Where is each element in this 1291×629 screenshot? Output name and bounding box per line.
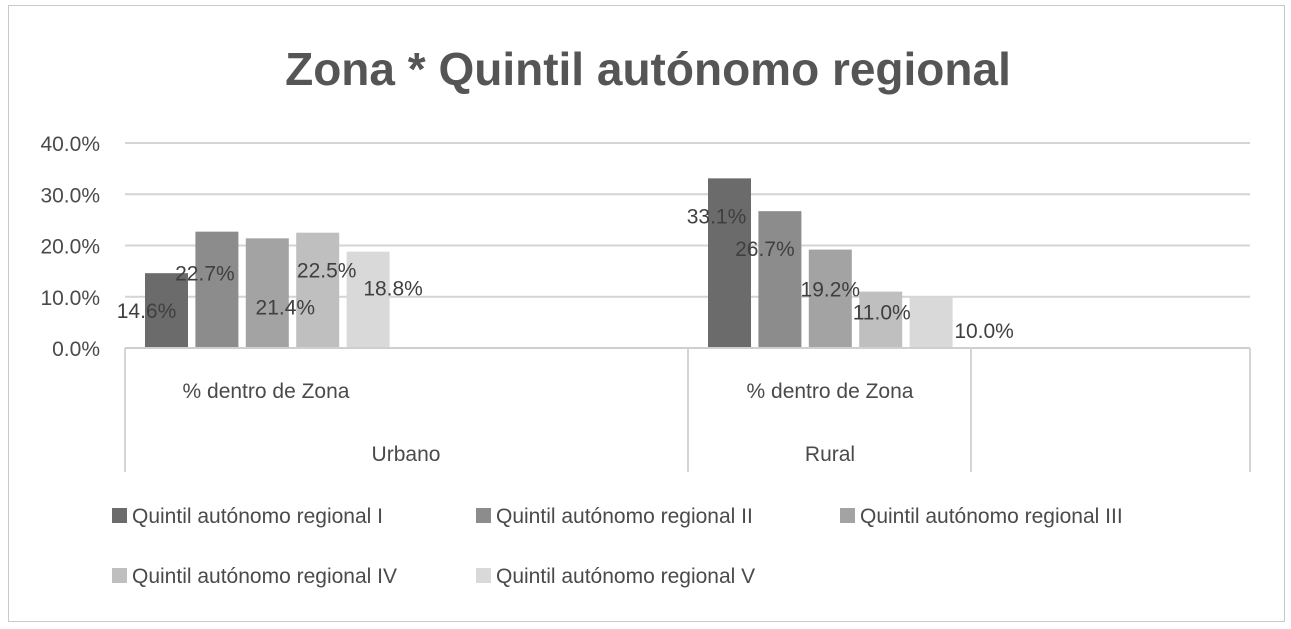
- bar: [808, 249, 852, 348]
- legend-swatch: [112, 508, 127, 523]
- legend-label: Quintil autónomo regional III: [860, 505, 1123, 528]
- bar: [758, 211, 802, 348]
- y-tick-label: 0.0%: [52, 338, 100, 361]
- data-label: 18.8%: [363, 278, 423, 301]
- bar: [346, 251, 390, 348]
- chart-title: Zona * Quintil autónomo regional: [285, 43, 1011, 95]
- data-label: 11.0%: [853, 302, 911, 325]
- data-label: 19.2%: [801, 279, 861, 302]
- legend: Quintil autónomo regional I Quintil autón…: [112, 505, 1123, 588]
- data-label: 22.5%: [297, 260, 357, 283]
- bar: [296, 232, 340, 348]
- data-label: 10.0%: [954, 320, 1014, 343]
- legend-swatch: [476, 508, 491, 523]
- y-tick-label: 20.0%: [40, 236, 100, 259]
- bar: [708, 178, 751, 348]
- data-label: 21.4%: [256, 296, 316, 319]
- legend-label: Quintil autónomo regional IV: [132, 565, 397, 588]
- bars: [145, 178, 953, 348]
- y-tick-label: 40.0%: [40, 133, 100, 156]
- legend-label: Quintil autónomo regional V: [496, 565, 755, 588]
- data-label: 22.7%: [175, 263, 235, 286]
- x-category-label: % dentro de Zona: [747, 380, 914, 403]
- legend-swatch: [112, 568, 127, 583]
- x-group-label: Urbano: [372, 443, 441, 466]
- legend-item: Quintil autónomo regional V: [476, 565, 755, 588]
- x-category-label: % dentro de Zona: [183, 380, 350, 403]
- bar: [859, 291, 903, 348]
- y-tick-label: 30.0%: [40, 184, 100, 207]
- legend-item: Quintil autónomo regional IV: [112, 565, 397, 588]
- y-axis-ticks: 0.0% 10.0% 20.0% 30.0% 40.0%: [40, 133, 100, 361]
- data-label: 33.1%: [687, 205, 747, 228]
- bar: [245, 238, 289, 348]
- legend-item: Quintil autónomo regional II: [476, 505, 753, 528]
- legend-label: Quintil autónomo regional I: [132, 505, 383, 528]
- legend-swatch: [840, 508, 855, 523]
- x-axis: % dentro de Zona Urbano % dentro de Zona Ru…: [124, 347, 1251, 472]
- legend-swatch: [476, 568, 491, 583]
- bar: [195, 231, 239, 348]
- legend-label: Quintil autónomo regional II: [496, 505, 753, 528]
- y-tick-label: 10.0%: [40, 287, 100, 310]
- legend-item: Quintil autónomo regional III: [840, 505, 1123, 528]
- bar: [909, 296, 953, 348]
- data-label: 14.6%: [117, 300, 177, 323]
- legend-item: Quintil autónomo regional I: [112, 505, 383, 528]
- data-labels: 14.6% 22.7% 21.4% 22.5% 18.8% 33.1% 26.7% 19.2%…: [117, 205, 1014, 342]
- data-label: 26.7%: [735, 238, 795, 261]
- x-group-label: Rural: [805, 443, 855, 466]
- bar: [145, 273, 188, 348]
